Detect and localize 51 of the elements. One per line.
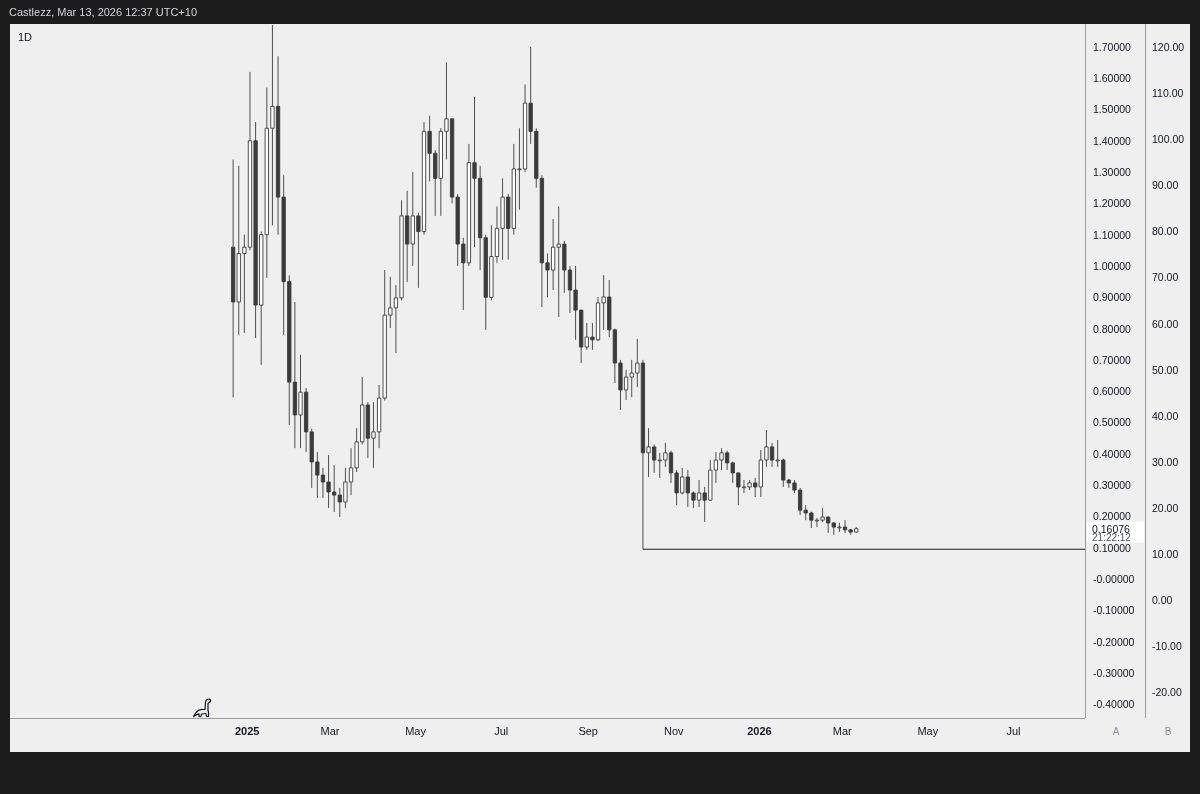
y-tick-label: -0.00000 [1093,573,1135,586]
y-tick-label: 1.20000 [1093,197,1132,210]
y2-tick-label: 80.00 [1152,225,1179,238]
y2-tick-label: 50.00 [1152,363,1179,376]
y2-tick-label: 30.00 [1152,455,1179,468]
y-tick-label: 0.80000 [1093,322,1132,335]
y2-tick-label: 40.00 [1152,409,1179,422]
y-tick-label: -0.10000 [1093,604,1135,617]
y2-tick-label: 20.00 [1152,501,1179,514]
y2-tick-label: 10.00 [1152,547,1179,560]
x-tick-label: Jul [1006,725,1021,737]
y-tick-label: -0.20000 [1093,635,1135,648]
y-tick-label: 0.10000 [1093,541,1132,554]
y2-tick-label: 70.00 [1152,271,1179,284]
x-tick-label: May [917,725,939,737]
y2-tick-label: 110.00 [1152,87,1184,100]
y-tick-label: 0.60000 [1093,385,1132,398]
y-tick-label: 1.70000 [1093,40,1132,53]
text: B [1164,725,1172,737]
y-tick-label: 0.70000 [1093,353,1132,366]
text: 1D [18,31,33,43]
x-tick-label: Mar [320,725,340,737]
text: A [1112,725,1120,737]
y-tick-label: 0.20000 [1093,510,1132,523]
y-tick-label: 1.40000 [1093,134,1132,147]
x-tick-label: Jul [494,725,509,737]
text: Castlezz, Mar 13, 2026 12:37 UTC+10 [9,6,198,18]
y-tick-label: 0.50000 [1093,416,1132,429]
x-tick-label: Mar [832,725,853,737]
y2-tick-label: 0.00 [1152,594,1173,607]
y2-tick-label: -10.00 [1152,640,1182,653]
x-tick-label: Sep [578,725,598,737]
y2-tick-label: 120.00 [1152,41,1185,54]
y-tick-label: -0.30000 [1093,666,1135,679]
x-tick-label: May [405,725,427,737]
x-tick-label: 2025 [234,725,260,737]
y-tick-label: -0.40000 [1093,698,1135,711]
y-tick-label: 0.40000 [1093,447,1132,460]
y-tick-label: 1.10000 [1093,228,1132,241]
y-tick-label: 1.60000 [1093,72,1132,85]
y2-tick-label: 90.00 [1152,179,1179,192]
x-tick-label: Nov [664,725,685,737]
y-tick-label: 1.50000 [1093,103,1132,116]
x-tick-label: 2026 [747,725,772,737]
y2-tick-label: 60.00 [1152,317,1179,330]
y-tick-label: 0.90000 [1093,291,1132,304]
y2-tick-label: 100.00 [1152,133,1185,146]
y-tick-label: 1.30000 [1093,166,1132,179]
y-tick-label: 1.00000 [1093,259,1132,272]
y-tick-label: 0.30000 [1093,479,1132,492]
y2-tick-label: -20.00 [1152,686,1182,699]
